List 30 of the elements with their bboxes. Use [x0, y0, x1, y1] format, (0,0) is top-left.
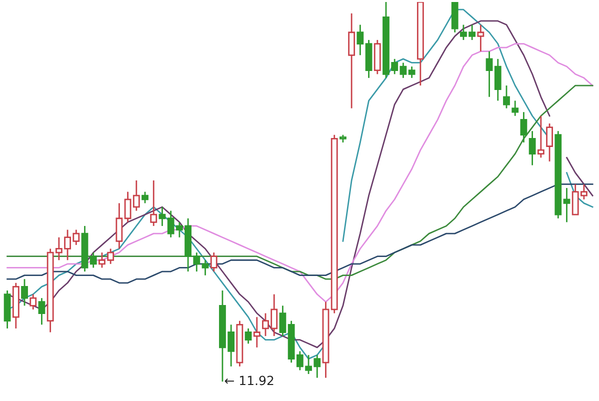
candlestick — [400, 62, 407, 79]
candlestick — [132, 180, 140, 212]
candlestick — [38, 297, 46, 326]
candlestick — [512, 100, 519, 117]
candlestick — [486, 50, 493, 98]
candlestick — [408, 66, 416, 79]
candlestick — [503, 84, 510, 109]
candlestick — [279, 304, 286, 337]
candlestick — [244, 328, 252, 344]
candlestick — [563, 187, 570, 223]
candlestick — [253, 316, 260, 348]
candlestick — [30, 294, 37, 310]
candlestick — [537, 115, 544, 158]
candlestick — [158, 206, 166, 227]
candlestick — [528, 130, 536, 166]
candlestick — [520, 111, 528, 144]
candlestick — [202, 259, 209, 276]
candlestick — [356, 24, 364, 56]
candlestick — [150, 180, 158, 227]
candlestick — [116, 202, 123, 250]
candlestick — [90, 252, 97, 268]
candlestick — [546, 122, 553, 162]
candlestick — [494, 58, 502, 102]
candlestick — [124, 191, 132, 223]
candlestick — [142, 191, 148, 204]
candlestick — [210, 252, 218, 272]
candlestick — [348, 12, 356, 109]
annotation: ← 11.92 — [224, 376, 274, 386]
candlestick — [477, 24, 484, 52]
candlestick — [21, 278, 28, 306]
